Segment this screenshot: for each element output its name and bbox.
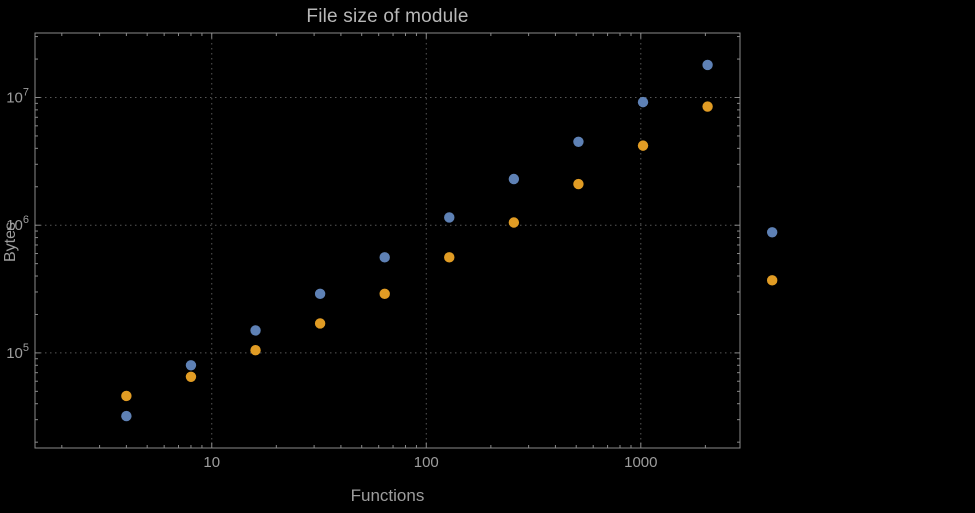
data-point-series-1-blue (444, 212, 455, 223)
data-point-series-1-blue (379, 252, 390, 263)
data-point-series-2-orange (379, 288, 390, 300)
data-point-series-2-orange (121, 390, 132, 402)
y-axis-label: Bytes (2, 221, 19, 263)
x-axis-label: Functions (350, 486, 425, 505)
data-point-series-2-orange (185, 371, 197, 382)
data-point-series-2-orange (444, 252, 455, 263)
data-point-series-1-blue (702, 59, 713, 71)
data-point-series-1-blue (573, 136, 584, 147)
x-tick-label: 1000 (624, 454, 657, 471)
x-tick-label: 10 (203, 454, 220, 471)
data-point-series-2-orange (766, 275, 778, 286)
data-point-series-1-blue (637, 96, 649, 108)
y-tick-label: 105 (6, 342, 29, 362)
chart-title: File size of module (306, 6, 469, 27)
data-point-series-1-blue (185, 360, 197, 371)
data-point-series-2-orange (508, 217, 520, 228)
data-point-series-1-blue (508, 173, 520, 185)
plot-frame (34, 32, 741, 449)
data-point-series-2-orange (702, 101, 713, 112)
x-tick-label: 100 (414, 454, 439, 471)
data-point-series-2-orange (637, 140, 649, 151)
y-tick-label: 107 (6, 87, 29, 107)
y-tick-label: 106 (6, 214, 29, 234)
data-point-series-2-orange (573, 178, 584, 190)
data-point-series-1-blue (121, 410, 132, 422)
data-point-series-1-blue (250, 325, 261, 336)
data-point-series-2-orange (250, 344, 261, 356)
data-point-series-1-blue (314, 288, 326, 300)
data-point-series-2-orange (314, 318, 326, 329)
data-point-series-1-blue (766, 227, 778, 238)
